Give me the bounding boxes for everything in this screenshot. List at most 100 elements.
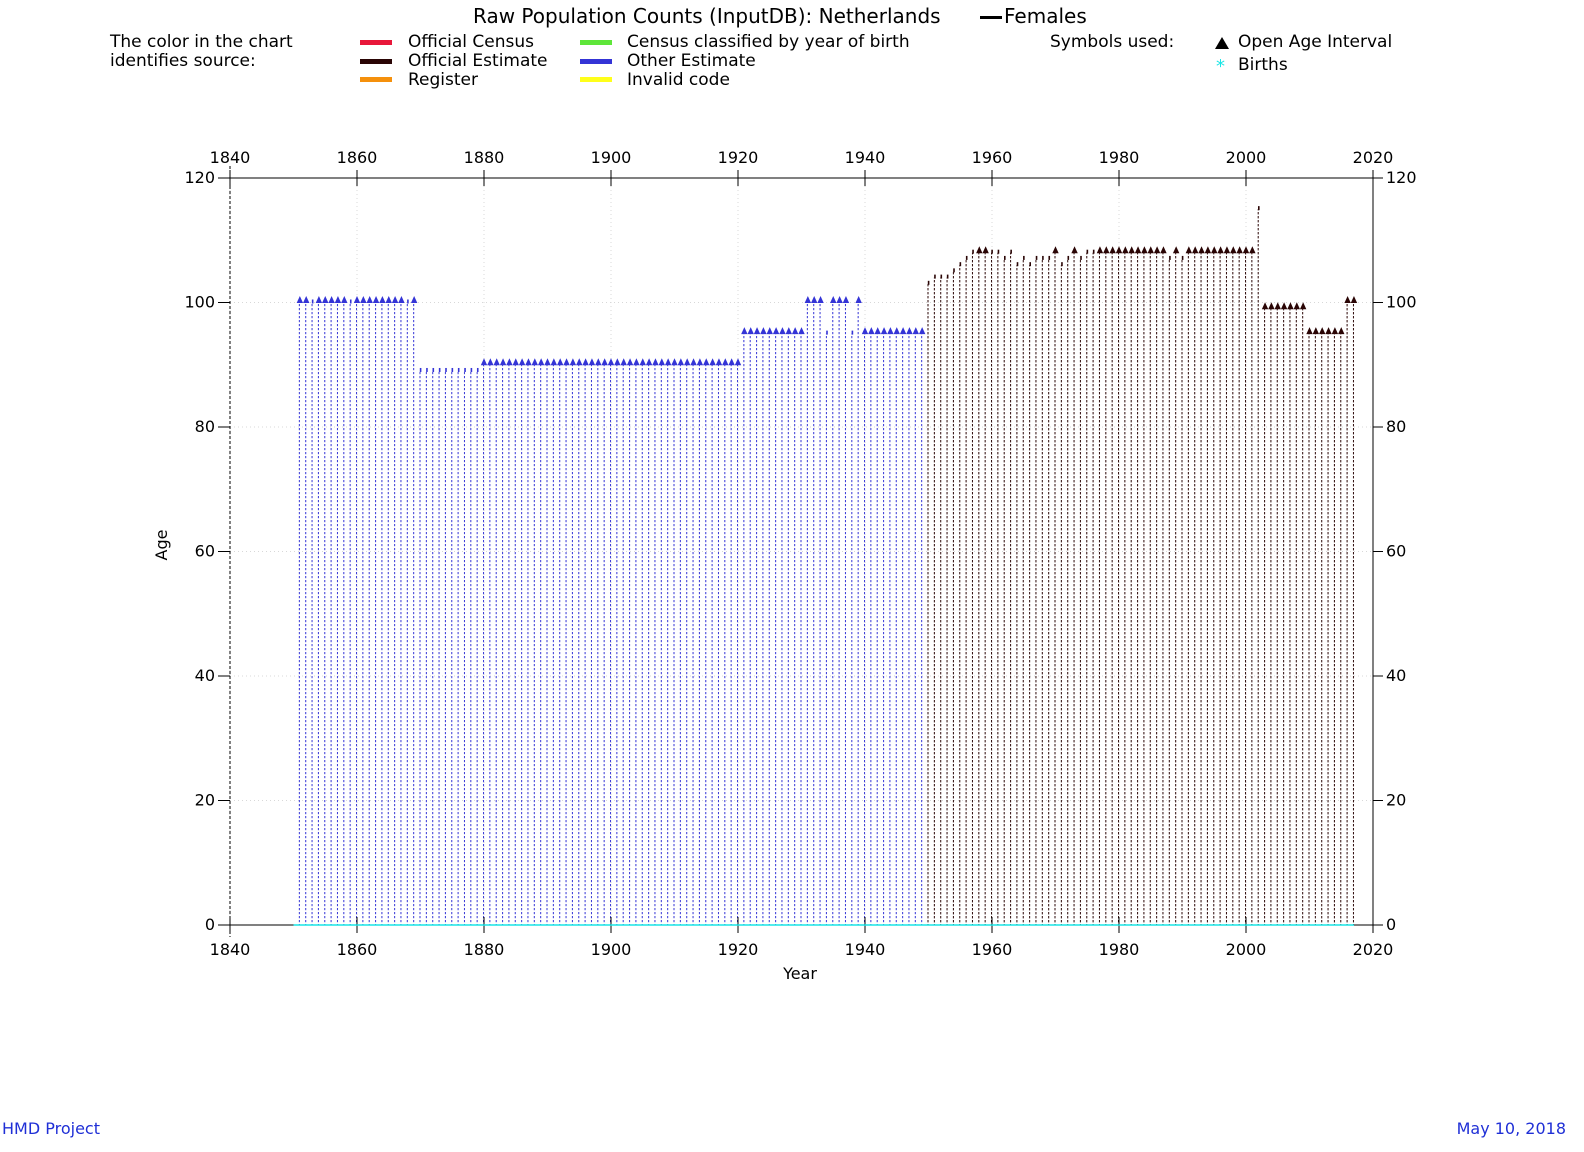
- x-tick-label-bottom: 1840: [210, 940, 251, 959]
- data-column: [641, 364, 645, 925]
- max-age-tick: [991, 249, 993, 254]
- x-axis-label: Year: [782, 964, 817, 983]
- open-age-triangle: [506, 358, 513, 366]
- open-age-triangle: [703, 358, 710, 366]
- open-age-triangle: [1223, 246, 1231, 254]
- max-age-tick: [1048, 255, 1051, 260]
- x-tick-label-top: 1940: [845, 148, 886, 167]
- max-age-tick: [1061, 262, 1063, 267]
- data-column: [965, 258, 968, 925]
- data-column: [1041, 258, 1045, 925]
- data-column: [838, 302, 841, 925]
- data-column: [1187, 252, 1191, 925]
- max-age-tick: [1023, 255, 1025, 260]
- x-tick-label-top: 1860: [337, 148, 378, 167]
- open-age-triangle: [601, 358, 608, 366]
- open-age-triangle: [1268, 302, 1275, 310]
- data-column: [1016, 265, 1019, 925]
- open-age-triangle: [353, 296, 361, 303]
- data-column: [1162, 252, 1165, 925]
- axis-ticks: 1840 1840 1860 1860 1880 1880 1900 1900 1920 1920…: [184, 148, 1416, 959]
- max-age-tick: [349, 299, 352, 304]
- open-age-triangle: [1350, 296, 1358, 303]
- legend-label-official-estimate: Official Estimate: [408, 51, 548, 71]
- data-column: [444, 370, 448, 926]
- data-column: [432, 370, 435, 926]
- max-age-tick: [934, 274, 936, 279]
- footer-project-link[interactable]: HMD Project: [2, 1119, 100, 1138]
- data-column: [298, 302, 302, 925]
- data-column: [864, 333, 867, 925]
- chart-title-text: Raw Population Counts (InputDB): Netherl…: [473, 4, 941, 28]
- open-age-triangle: [652, 358, 659, 366]
- data-column: [1245, 252, 1248, 925]
- max-age-tick: [1016, 262, 1019, 267]
- open-age-triangle: [880, 327, 888, 335]
- max-age-tick: [940, 274, 943, 279]
- y-tick-label-left: 0: [205, 915, 215, 934]
- data-column: [394, 302, 397, 925]
- open-age-triangle: [607, 358, 615, 366]
- x-tick-label-top: 1920: [718, 148, 759, 167]
- open-age-triangle: [525, 358, 532, 366]
- data-column: [806, 302, 810, 925]
- open-age-triangle: [537, 358, 545, 366]
- legend-label-invalid-code: Invalid code: [627, 70, 730, 90]
- open-age-triangle: [296, 296, 304, 303]
- open-age-triangle: [1306, 327, 1313, 335]
- data-column: [1048, 258, 1051, 925]
- data-column: [514, 364, 518, 925]
- data-column: [749, 333, 753, 925]
- legend-swatch-official-estimate: [360, 59, 392, 64]
- data-column: [775, 333, 778, 925]
- x-tick-label-top: 1900: [591, 148, 632, 167]
- open-age-triangle: [410, 296, 418, 303]
- data-column: [756, 333, 759, 925]
- x-tick-label-top: 1880: [464, 148, 505, 167]
- max-age-tick: [419, 367, 422, 372]
- data-column: [717, 364, 721, 925]
- x-tick-label-bottom: 2020: [1353, 940, 1394, 959]
- data-column: [870, 333, 873, 925]
- data-column: [781, 333, 784, 925]
- data-column: [1073, 252, 1076, 925]
- data-column: [698, 364, 702, 925]
- data-column: [457, 370, 460, 926]
- data-column: [546, 364, 549, 925]
- open-age-triangle: [658, 358, 665, 366]
- open-age-triangle: [518, 358, 526, 366]
- open-age-triangle: [976, 246, 983, 254]
- data-column: [952, 271, 956, 925]
- open-age-triangle: [1236, 246, 1243, 254]
- open-age-triangle: [1242, 246, 1250, 254]
- data-column: [648, 364, 651, 925]
- x-tick-label-top: 1840: [210, 148, 251, 167]
- data-column: [1257, 209, 1261, 925]
- data-column: [654, 364, 657, 925]
- open-age-triangle: [684, 358, 691, 366]
- x-tick-label-bottom: 1880: [464, 940, 505, 959]
- open-age-triangle: [1160, 246, 1167, 254]
- data-column: [1137, 252, 1140, 925]
- y-tick-label-left: 20: [195, 791, 215, 810]
- max-age-tick: [946, 274, 949, 279]
- open-age-triangle: [633, 358, 640, 366]
- open-age-triangle: [1299, 302, 1307, 310]
- data-column: [737, 364, 740, 925]
- legend-swatch-census-by-birth-year: [580, 40, 612, 45]
- data-column: [933, 277, 937, 926]
- max-age-tick: [965, 255, 968, 260]
- max-age-tick: [1092, 249, 1095, 254]
- data-column: [343, 302, 346, 925]
- data-column: [400, 302, 403, 925]
- open-age-triangle: [664, 358, 672, 366]
- data-column: [470, 370, 473, 926]
- open-age-triangle: [398, 296, 405, 303]
- data-columns: [298, 209, 1356, 926]
- max-age-tick: [1067, 255, 1070, 260]
- max-age-tick: [959, 262, 962, 267]
- open-age-triangle: [385, 296, 392, 303]
- open-age-triangle: [696, 358, 704, 366]
- data-column: [1200, 252, 1203, 925]
